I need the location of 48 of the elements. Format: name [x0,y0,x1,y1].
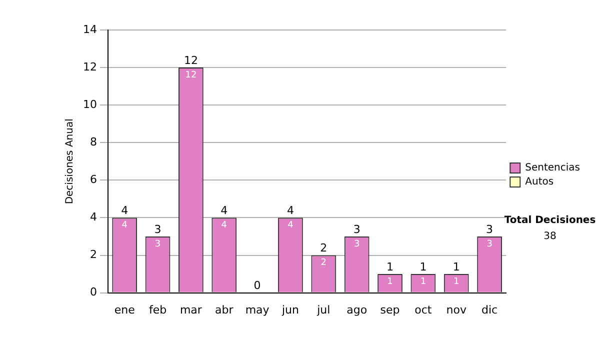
legend-label: Sentencias [525,162,580,174]
data-label: 3 [486,239,492,250]
text: 38 [542,231,558,242]
total-label: 4 [286,204,294,218]
x-tick-label: jun [280,303,300,316]
x-tick-label: may [245,303,270,316]
data-label: 4 [288,220,294,231]
total-label: 4 [220,204,228,218]
data-label: 12 [185,70,197,80]
x-tick-label: jul [316,303,330,316]
data-label: 1 [420,276,426,287]
x-tick-label: feb [148,303,167,316]
annotation: Total Decisiones [503,215,597,226]
y-tick-label: 14 [82,22,97,36]
data-label: 1 [454,276,460,287]
total-label: 1 [452,260,460,274]
y-tick-label: 8 [90,135,97,148]
data-label: 4 [221,220,228,231]
total-label: 0 [254,279,261,292]
data-label: 1 [387,276,393,287]
x-tick-label: ago [346,303,368,316]
total-label: 2 [320,242,328,255]
x-tick-label: mar [180,303,202,316]
data-label: 4 [122,220,128,231]
total-label: 3 [353,222,360,236]
data-label: 3 [154,239,161,250]
y-tick-label: 0 [90,286,97,299]
y-tick-label: 2 [90,248,97,262]
y-tick-label: 6 [90,173,97,186]
y-axis-title: Decisiones Anual [64,118,76,204]
total-label: 1 [386,260,394,274]
x-tick-label: sep [380,303,400,316]
x-tick-label: nov [446,303,467,316]
total-label: 4 [121,204,128,218]
x-tick-label: abr [214,303,234,316]
data-label: 3 [354,239,360,250]
y-tick-label: 4 [90,210,97,224]
x-tick-label: dic [482,303,498,316]
data-label: 2 [320,258,327,268]
legend-label: Autos [525,176,554,188]
total-label: 3 [154,222,162,236]
x-tick-label: ene [114,303,136,316]
y-tick-label: 10 [82,98,97,111]
total-label: 3 [486,222,494,236]
total-label: 12 [184,54,198,67]
total-label: 1 [420,260,427,274]
y-tick-label: 12 [82,60,97,74]
x-tick-label: oct [414,303,432,316]
